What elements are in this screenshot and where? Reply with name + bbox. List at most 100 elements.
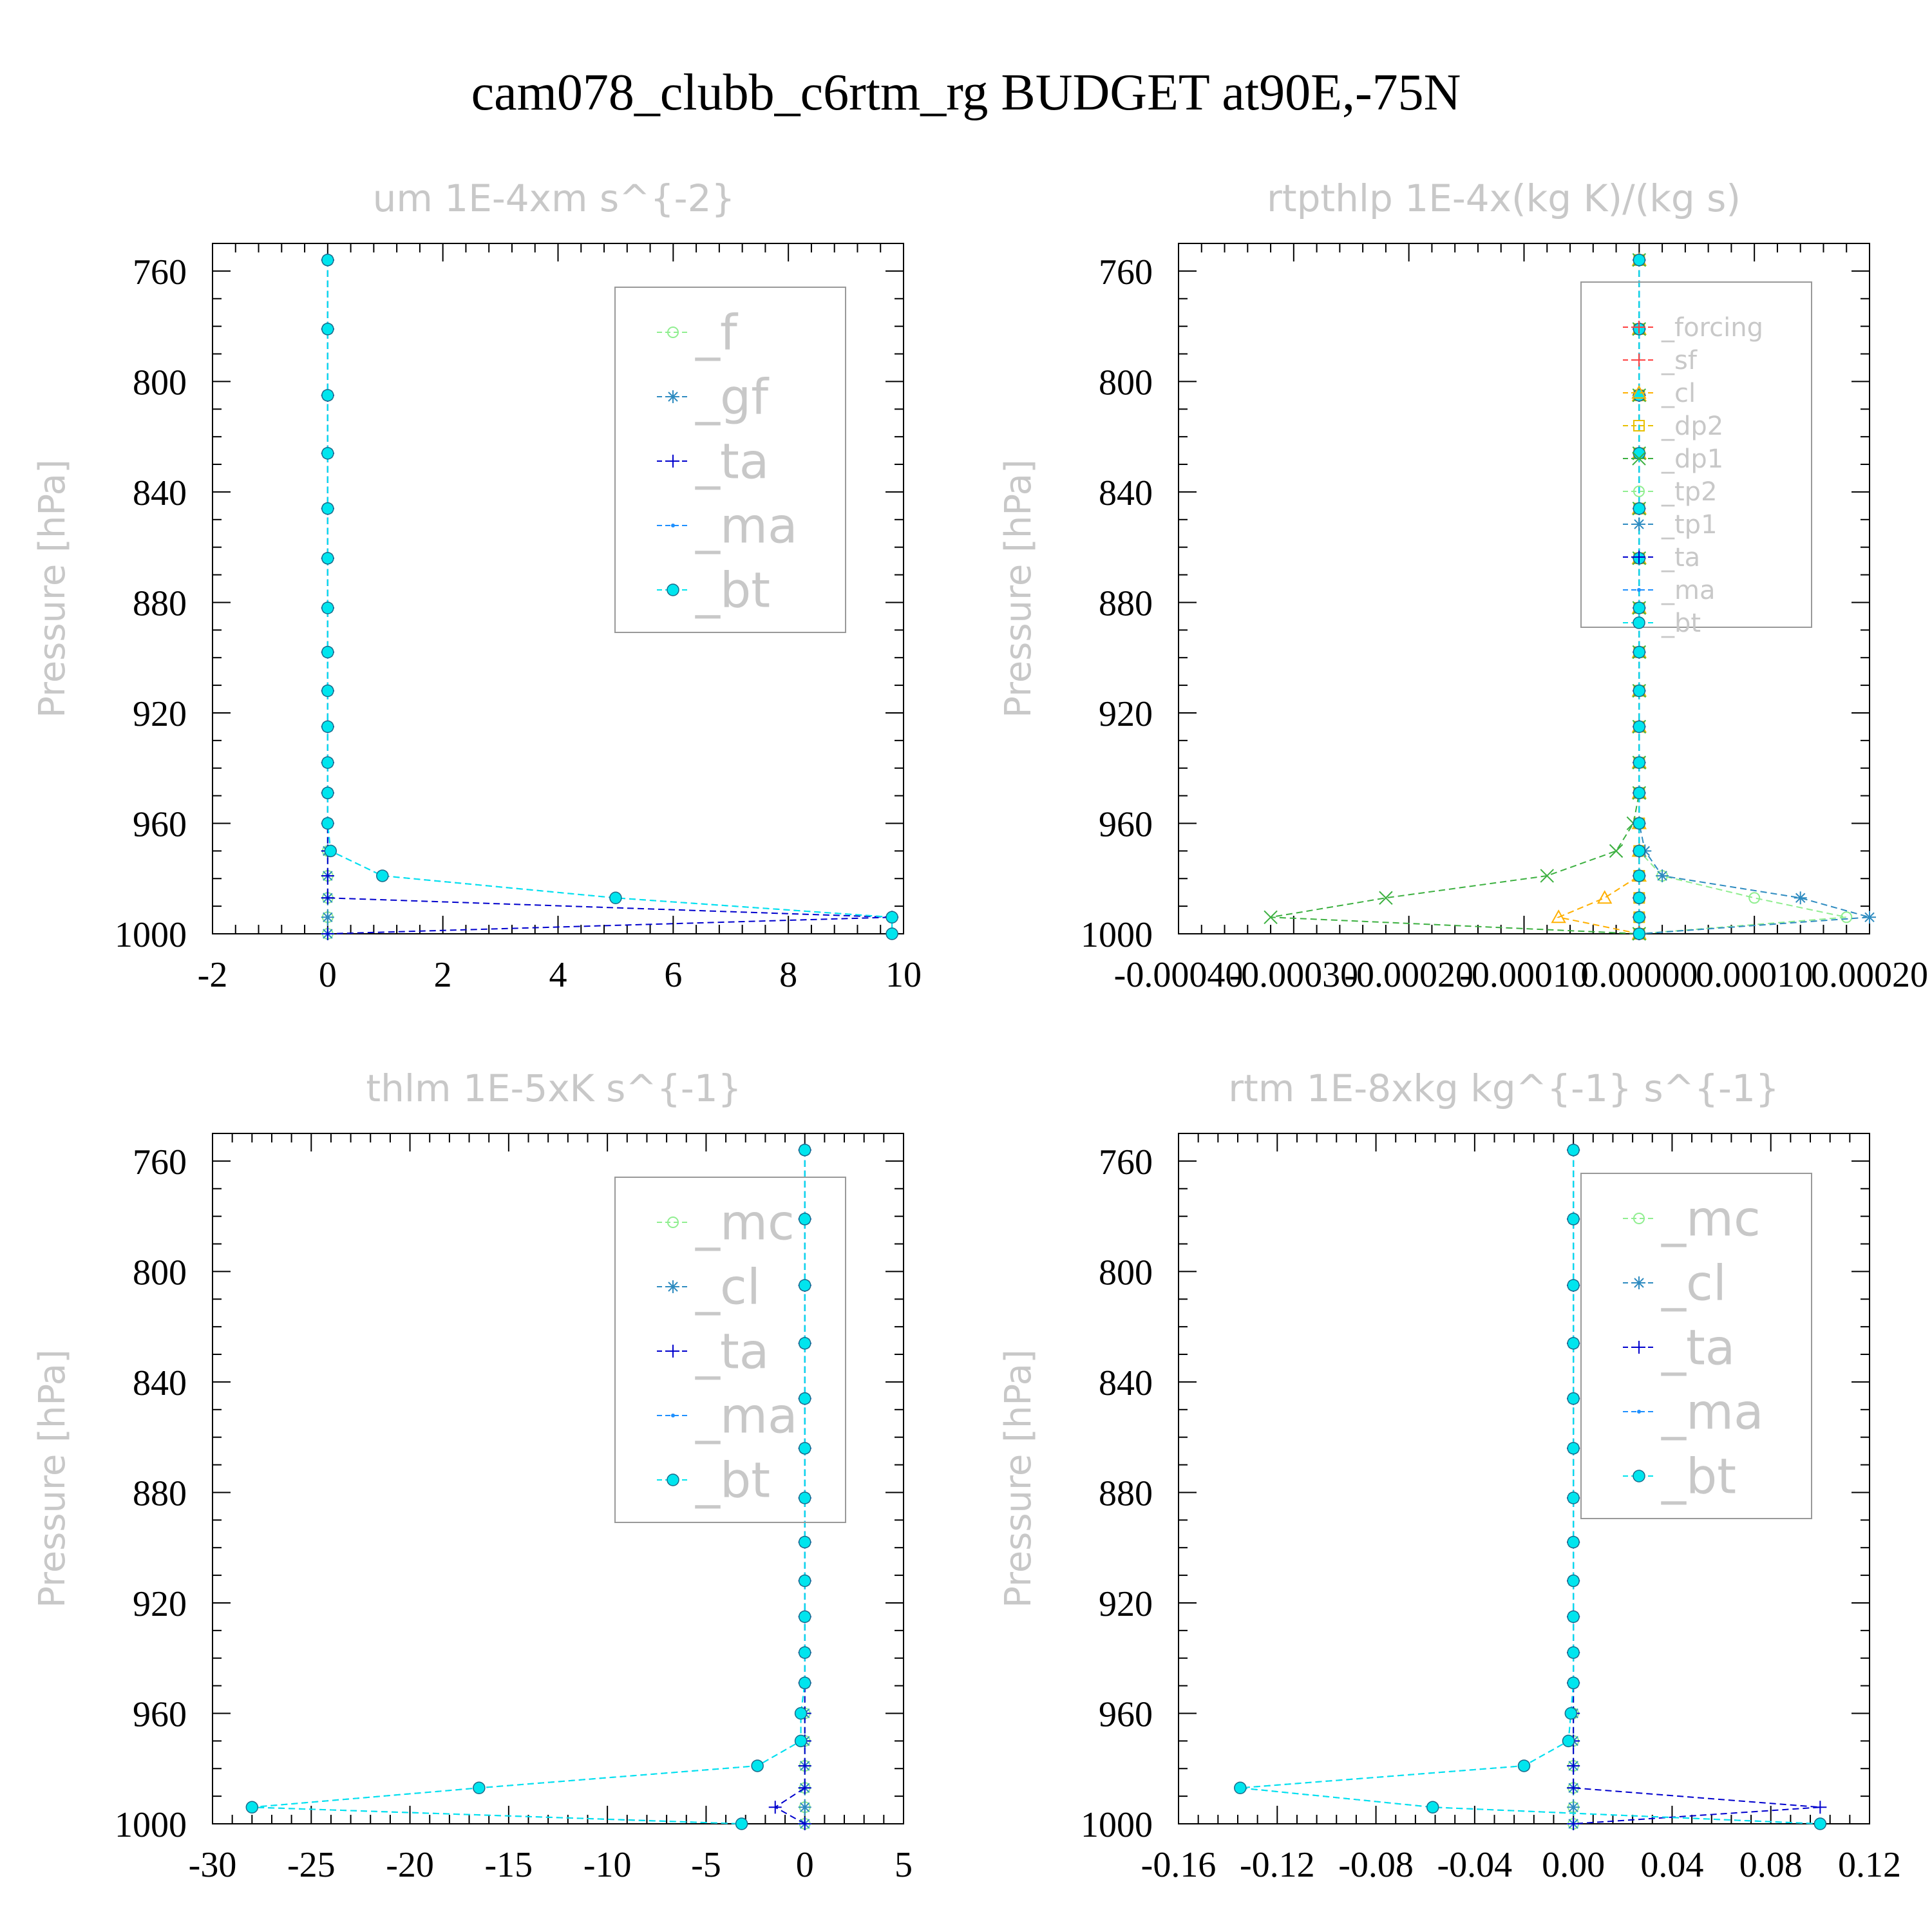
data-point xyxy=(1633,720,1646,734)
y-axis-label: Pressure [hPa] xyxy=(998,459,1039,718)
data-point xyxy=(1794,891,1807,905)
data-point xyxy=(1633,756,1646,769)
data-point xyxy=(768,1801,782,1814)
data-point xyxy=(321,817,334,830)
data-point xyxy=(798,1759,811,1772)
data-point xyxy=(1564,1707,1578,1720)
data-point xyxy=(1656,869,1669,882)
x-tick-label: -15 xyxy=(485,1845,533,1885)
x-tick-label: 10 xyxy=(886,955,922,995)
data-point xyxy=(798,1574,811,1587)
legend-marker xyxy=(1633,1276,1645,1289)
legend-marker xyxy=(671,524,675,527)
data-point xyxy=(1551,909,1566,923)
legend-marker xyxy=(1633,420,1645,431)
data-point xyxy=(1633,601,1646,614)
data-point xyxy=(1863,911,1876,924)
data-point xyxy=(376,869,389,882)
y-tick-label: 880 xyxy=(1099,583,1153,623)
y-tick-label: 920 xyxy=(1099,694,1153,734)
plot-frame xyxy=(1178,1133,1870,1824)
data-point xyxy=(321,447,334,460)
y-tick-label: 960 xyxy=(1099,1694,1153,1734)
y-tick-label: 1000 xyxy=(115,1805,187,1845)
data-point xyxy=(245,1801,259,1814)
x-tick-label: -0.08 xyxy=(1338,1845,1414,1885)
legend-label: _ma xyxy=(1661,576,1715,605)
data-point xyxy=(321,552,334,565)
data-point xyxy=(794,1707,808,1720)
x-tick-label: 4 xyxy=(549,955,567,995)
data-point xyxy=(1234,1781,1247,1795)
y-tick-label: 1000 xyxy=(115,915,187,955)
data-point xyxy=(1633,844,1646,858)
data-point xyxy=(321,720,334,734)
legend-box xyxy=(1580,1173,1812,1519)
x-tick-label: 0.08 xyxy=(1739,1845,1803,1885)
x-tick-label: 2 xyxy=(434,955,452,995)
data-point xyxy=(1567,1392,1580,1405)
data-point xyxy=(798,1442,811,1455)
x-tick-label: 0 xyxy=(319,955,337,995)
data-point xyxy=(798,1279,811,1292)
y-tick-label: 800 xyxy=(1099,363,1153,402)
plot-frame xyxy=(1178,243,1870,934)
data-point xyxy=(321,927,334,940)
y-tick-label: 880 xyxy=(1099,1473,1153,1513)
legend-marker xyxy=(1637,1410,1641,1414)
data-point xyxy=(1567,1646,1580,1659)
series-line xyxy=(1556,260,1640,934)
y-tick-label: 920 xyxy=(133,694,187,734)
data-point xyxy=(1633,786,1646,800)
data-point xyxy=(1567,1676,1580,1690)
data-point xyxy=(1633,869,1646,882)
data-point xyxy=(1633,645,1646,659)
y-tick-label: 920 xyxy=(133,1584,187,1624)
legend: _mc _cl _ta _ma _bt xyxy=(1580,1173,1812,1519)
legend-marker xyxy=(667,1345,679,1358)
series-ma xyxy=(325,258,895,936)
data-point xyxy=(321,323,334,336)
data-point xyxy=(1609,844,1624,858)
series-line xyxy=(1240,1150,1821,1824)
legend-marker xyxy=(1631,384,1647,399)
y-tick-label: 840 xyxy=(1099,473,1153,513)
data-point xyxy=(1567,1213,1580,1226)
x-tick-label: -5 xyxy=(691,1845,721,1885)
y-tick-label: 760 xyxy=(133,1142,187,1182)
legend-marker xyxy=(1633,616,1645,629)
x-tick-label: -25 xyxy=(287,1845,336,1885)
series-bt xyxy=(245,1143,811,1830)
legend-label: _tp2 xyxy=(1661,477,1718,507)
legend-box xyxy=(614,287,846,633)
legend-marker xyxy=(667,1473,679,1486)
x-tick-label: 0 xyxy=(796,1845,814,1885)
data-point xyxy=(324,844,337,858)
data-point xyxy=(1567,1574,1580,1587)
plot-frame xyxy=(212,1133,904,1824)
data-point xyxy=(735,1817,748,1830)
data-point xyxy=(321,253,334,267)
legend-label: _ma xyxy=(695,497,798,554)
data-point xyxy=(1517,1759,1531,1772)
y-axis-label: Pressure [hPa] xyxy=(32,459,73,718)
x-tick-label: 0.00000 xyxy=(1580,955,1698,995)
data-point xyxy=(1633,253,1646,267)
data-point xyxy=(1841,911,1853,923)
legend-marker xyxy=(1637,588,1641,592)
legend-marker xyxy=(1633,1213,1645,1224)
x-tick-label: -0.16 xyxy=(1141,1845,1217,1885)
y-tick-label: 760 xyxy=(1099,1142,1153,1182)
data-point xyxy=(321,756,334,769)
data-point xyxy=(1567,1337,1580,1350)
y-tick-label: 840 xyxy=(133,473,187,513)
data-point xyxy=(1540,869,1554,883)
legend-marker xyxy=(667,455,679,468)
legend-marker xyxy=(667,1217,679,1228)
data-point xyxy=(798,1610,811,1624)
legend-label: _ta xyxy=(695,433,769,490)
data-point xyxy=(321,869,334,882)
data-point xyxy=(798,1213,811,1226)
legend-marker xyxy=(1633,1341,1645,1354)
